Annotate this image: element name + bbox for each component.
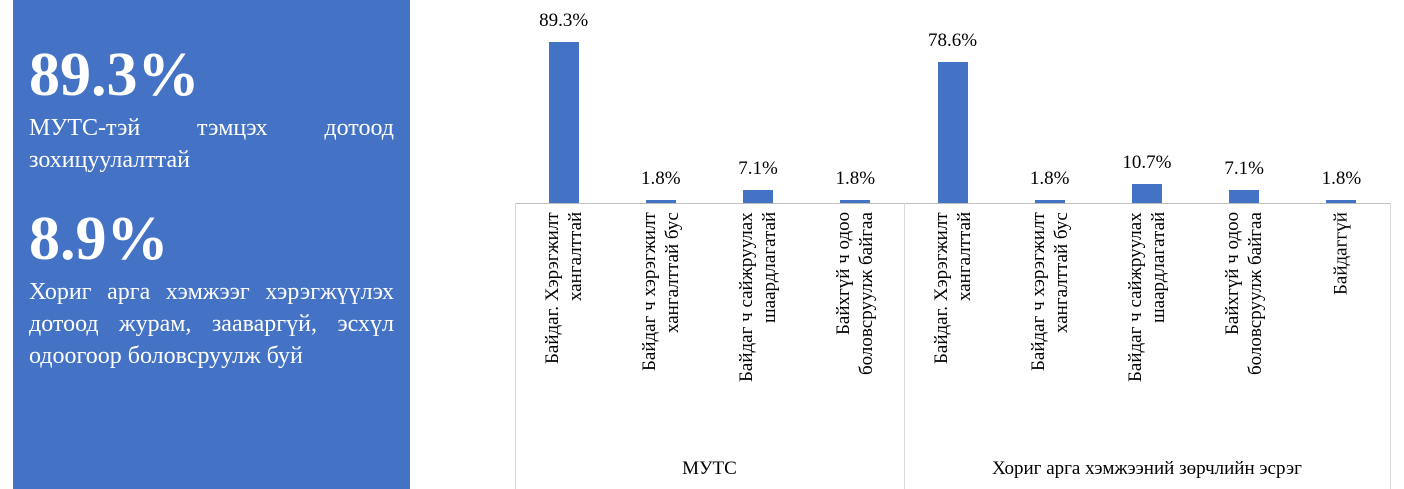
x-tick-label: Байдаггүй	[1330, 212, 1352, 295]
summary-panel: 89.3% МУТС-тэй тэмцэх дотоод зохицуулалтт…	[13, 0, 410, 489]
group-separator	[515, 203, 516, 489]
data-label: 89.3%	[539, 10, 589, 32]
group-separator	[1390, 203, 1391, 489]
data-label: 1.8%	[835, 167, 876, 189]
bar	[645, 199, 676, 203]
data-label: 1.8%	[641, 167, 681, 189]
data-label: 10.7%	[1122, 151, 1172, 173]
summary-text: МУТС-тэй тэмцэх дотоод зохицуулалттай	[29, 115, 394, 173]
bar	[548, 42, 579, 203]
summary-figure: 89.3%	[29, 41, 200, 109]
group-label: МУТС	[682, 458, 737, 479]
data-label: 1.8%	[1321, 167, 1362, 189]
data-label: 1.8%	[1029, 167, 1070, 189]
bar	[1229, 190, 1260, 203]
bar	[743, 190, 774, 203]
x-tick-label: Байхгүй ч одоо боловсруулж байгаа	[1222, 212, 1267, 375]
group-separator	[903, 203, 905, 489]
summary-figure: 8.9%	[29, 205, 169, 273]
x-tick-label: Байдаг ч хэрэгжилт хангалттай бус	[638, 212, 683, 371]
x-tick-label: Байдаг. Хэрэгжилт хангалттай	[541, 212, 586, 364]
data-label: 78.6%	[927, 29, 978, 51]
x-tick-label: Байдаг. Хэрэгжилт хангалттай	[930, 212, 975, 364]
bar	[840, 199, 871, 203]
bar	[1034, 199, 1065, 203]
bar	[1326, 199, 1357, 203]
summary-text: Хориг арга хэмжээг хэрэгжүүлэх дотоод жу…	[29, 279, 394, 369]
bar	[1131, 183, 1162, 203]
x-tick-label: Байдаг ч сайжруулах шаардлагатай	[1124, 212, 1169, 382]
data-label: 7.1%	[738, 158, 778, 180]
x-tick-label: Байхгүй ч одоо боловсруулж байгаа	[833, 212, 878, 375]
group-label: Хориг арга хэмжээний зөрчлийн эсрэг	[991, 458, 1302, 479]
axis-line	[515, 203, 1390, 204]
bar	[937, 61, 968, 203]
data-label: 7.1%	[1224, 158, 1264, 180]
x-tick-label: Байдаг ч хэрэгжилт хангалттай бус	[1027, 212, 1072, 371]
x-tick-label: Байдаг ч сайжруулах шаардлагатай	[736, 212, 781, 382]
